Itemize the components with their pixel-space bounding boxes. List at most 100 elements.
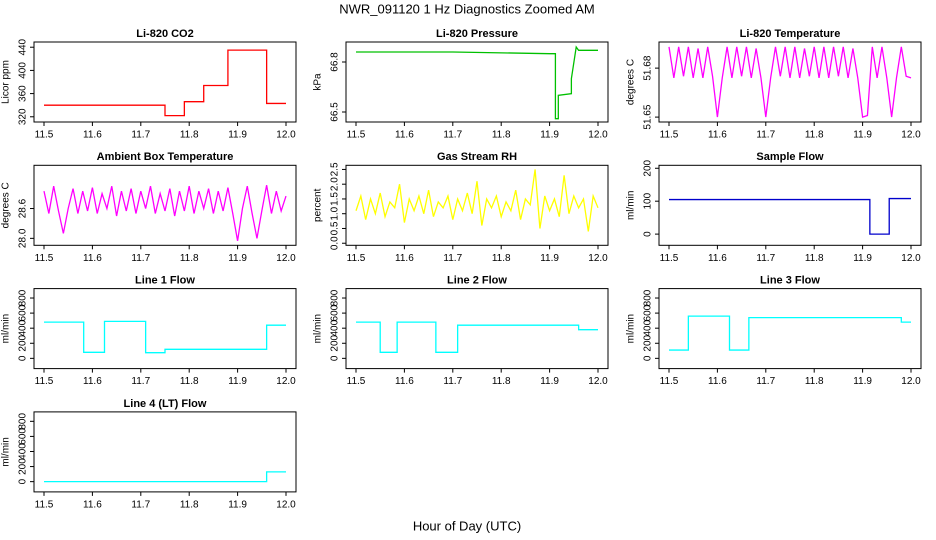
x-tick-label: 12.0	[276, 253, 296, 264]
y-tick-label: 360	[18, 85, 29, 102]
x-tick-label: 11.6	[83, 253, 102, 264]
y-tick-label: 320	[18, 108, 29, 125]
y-tick-label: 400	[643, 319, 654, 336]
x-tick-label: 12.0	[276, 130, 296, 141]
y-tick-label: 1.0	[330, 206, 341, 220]
x-tick-label: 11.5	[660, 130, 679, 141]
x-tick-label: 11.8	[492, 253, 511, 264]
plot-frame	[345, 288, 609, 370]
panel-title: Ambient Box Temperature	[97, 151, 234, 163]
data-line	[43, 185, 287, 241]
x-tick-label: 11.7	[131, 500, 150, 511]
y-axis-label: degrees C	[1, 182, 12, 228]
x-tick-label: 11.6	[395, 376, 414, 387]
panel-title: Line 2 Flow	[447, 275, 507, 287]
x-tick-label: 11.6	[708, 130, 727, 141]
plot-frame	[33, 288, 297, 370]
y-tick-label: 2.0	[330, 177, 341, 191]
x-tick-label: 11.8	[492, 130, 511, 141]
x-tick-label: 11.6	[708, 376, 727, 387]
data-line	[355, 169, 599, 232]
x-tick-label: 11.7	[443, 376, 462, 387]
y-axis-label: Licor ppm	[1, 60, 12, 104]
y-axis-label: degrees C	[626, 59, 637, 105]
x-tick-label: 11.6	[83, 500, 102, 511]
y-tick-label: 400	[18, 443, 29, 460]
x-tick-label: 11.7	[443, 253, 462, 264]
x-tick-label: 11.8	[180, 253, 199, 264]
x-tick-label: 11.9	[853, 253, 872, 264]
y-tick-label: 0.5	[330, 221, 341, 235]
x-tick-label: 11.8	[180, 376, 199, 387]
x-tick-label: 11.8	[805, 130, 824, 141]
y-axis-label: ml/min	[626, 191, 637, 220]
data-line	[44, 49, 286, 117]
y-tick-label: 0	[643, 355, 654, 361]
panel-title: Line 1 Flow	[135, 275, 195, 287]
y-tick-label: 200	[330, 334, 341, 351]
data-line	[669, 197, 911, 235]
y-tick-label: 800	[643, 289, 654, 306]
y-tick-label: 400	[330, 319, 341, 336]
y-axis-label: ml/min	[1, 314, 12, 343]
y-tick-label: 600	[330, 304, 341, 321]
x-tick-label: 11.6	[83, 376, 102, 387]
data-line	[669, 315, 911, 351]
x-tick-label: 12.0	[276, 376, 296, 387]
x-tick-label: 12.0	[588, 376, 608, 387]
y-tick-label: 200	[18, 458, 29, 475]
data-line	[668, 46, 912, 118]
y-tick-label: 2.5	[330, 162, 341, 176]
x-tick-label: 11.6	[708, 253, 727, 264]
x-tick-label: 11.5	[347, 253, 366, 264]
y-tick-label: 0	[18, 355, 29, 361]
y-tick-label: 51.68	[643, 55, 654, 80]
x-tick-label: 12.0	[588, 130, 608, 141]
y-axis-label: ml/min	[626, 314, 637, 343]
x-tick-label: 11.5	[660, 253, 679, 264]
y-tick-label: 800	[330, 289, 341, 306]
x-tick-label: 11.5	[35, 130, 54, 141]
x-tick-label: 11.9	[540, 376, 559, 387]
y-tick-label: 66.8	[330, 52, 341, 72]
y-tick-label: 440	[18, 38, 29, 55]
y-tick-label: 600	[643, 304, 654, 321]
plot-frame	[33, 411, 297, 493]
y-axis-label: ml/min	[313, 314, 324, 343]
y-tick-label: 51.65	[643, 104, 654, 129]
y-tick-label: 600	[18, 428, 29, 445]
panel-title: Sample Flow	[756, 151, 824, 163]
x-tick-label: 11.8	[805, 376, 824, 387]
panel-title: Li-820 CO2	[136, 28, 193, 40]
y-axis-label: ml/min	[1, 437, 12, 466]
x-tick-label: 11.8	[805, 253, 824, 264]
x-tick-label: 12.0	[901, 130, 921, 141]
y-tick-label: 0.0	[330, 236, 341, 250]
panel-title: Line 3 Flow	[760, 275, 820, 287]
y-tick-label: 66.5	[330, 102, 341, 122]
y-tick-label: 28.0	[18, 228, 29, 248]
x-tick-label: 12.0	[901, 253, 921, 264]
plot-frame	[658, 41, 922, 123]
data-line	[44, 471, 286, 483]
x-tick-label: 11.9	[540, 130, 559, 141]
panel-title: Gas Stream RH	[437, 151, 517, 163]
plot-frame	[33, 164, 297, 246]
x-tick-label: 11.9	[228, 130, 247, 141]
y-tick-label: 600	[18, 304, 29, 321]
x-tick-label: 12.0	[276, 500, 296, 511]
x-tick-label: 11.9	[228, 253, 247, 264]
x-tick-label: 11.7	[131, 130, 150, 141]
x-tick-label: 11.5	[35, 500, 54, 511]
y-tick-label: 200	[643, 334, 654, 351]
y-tick-label: 100	[643, 192, 654, 209]
x-tick-label: 11.6	[395, 130, 414, 141]
plot-frame	[345, 41, 609, 123]
y-axis-label: kPa	[313, 73, 324, 91]
x-tick-label: 11.6	[83, 130, 102, 141]
y-tick-label: 400	[18, 62, 29, 79]
y-axis-label: percent	[313, 188, 324, 222]
y-tick-label: 0	[330, 355, 341, 361]
y-tick-label: 1.5	[330, 192, 341, 206]
